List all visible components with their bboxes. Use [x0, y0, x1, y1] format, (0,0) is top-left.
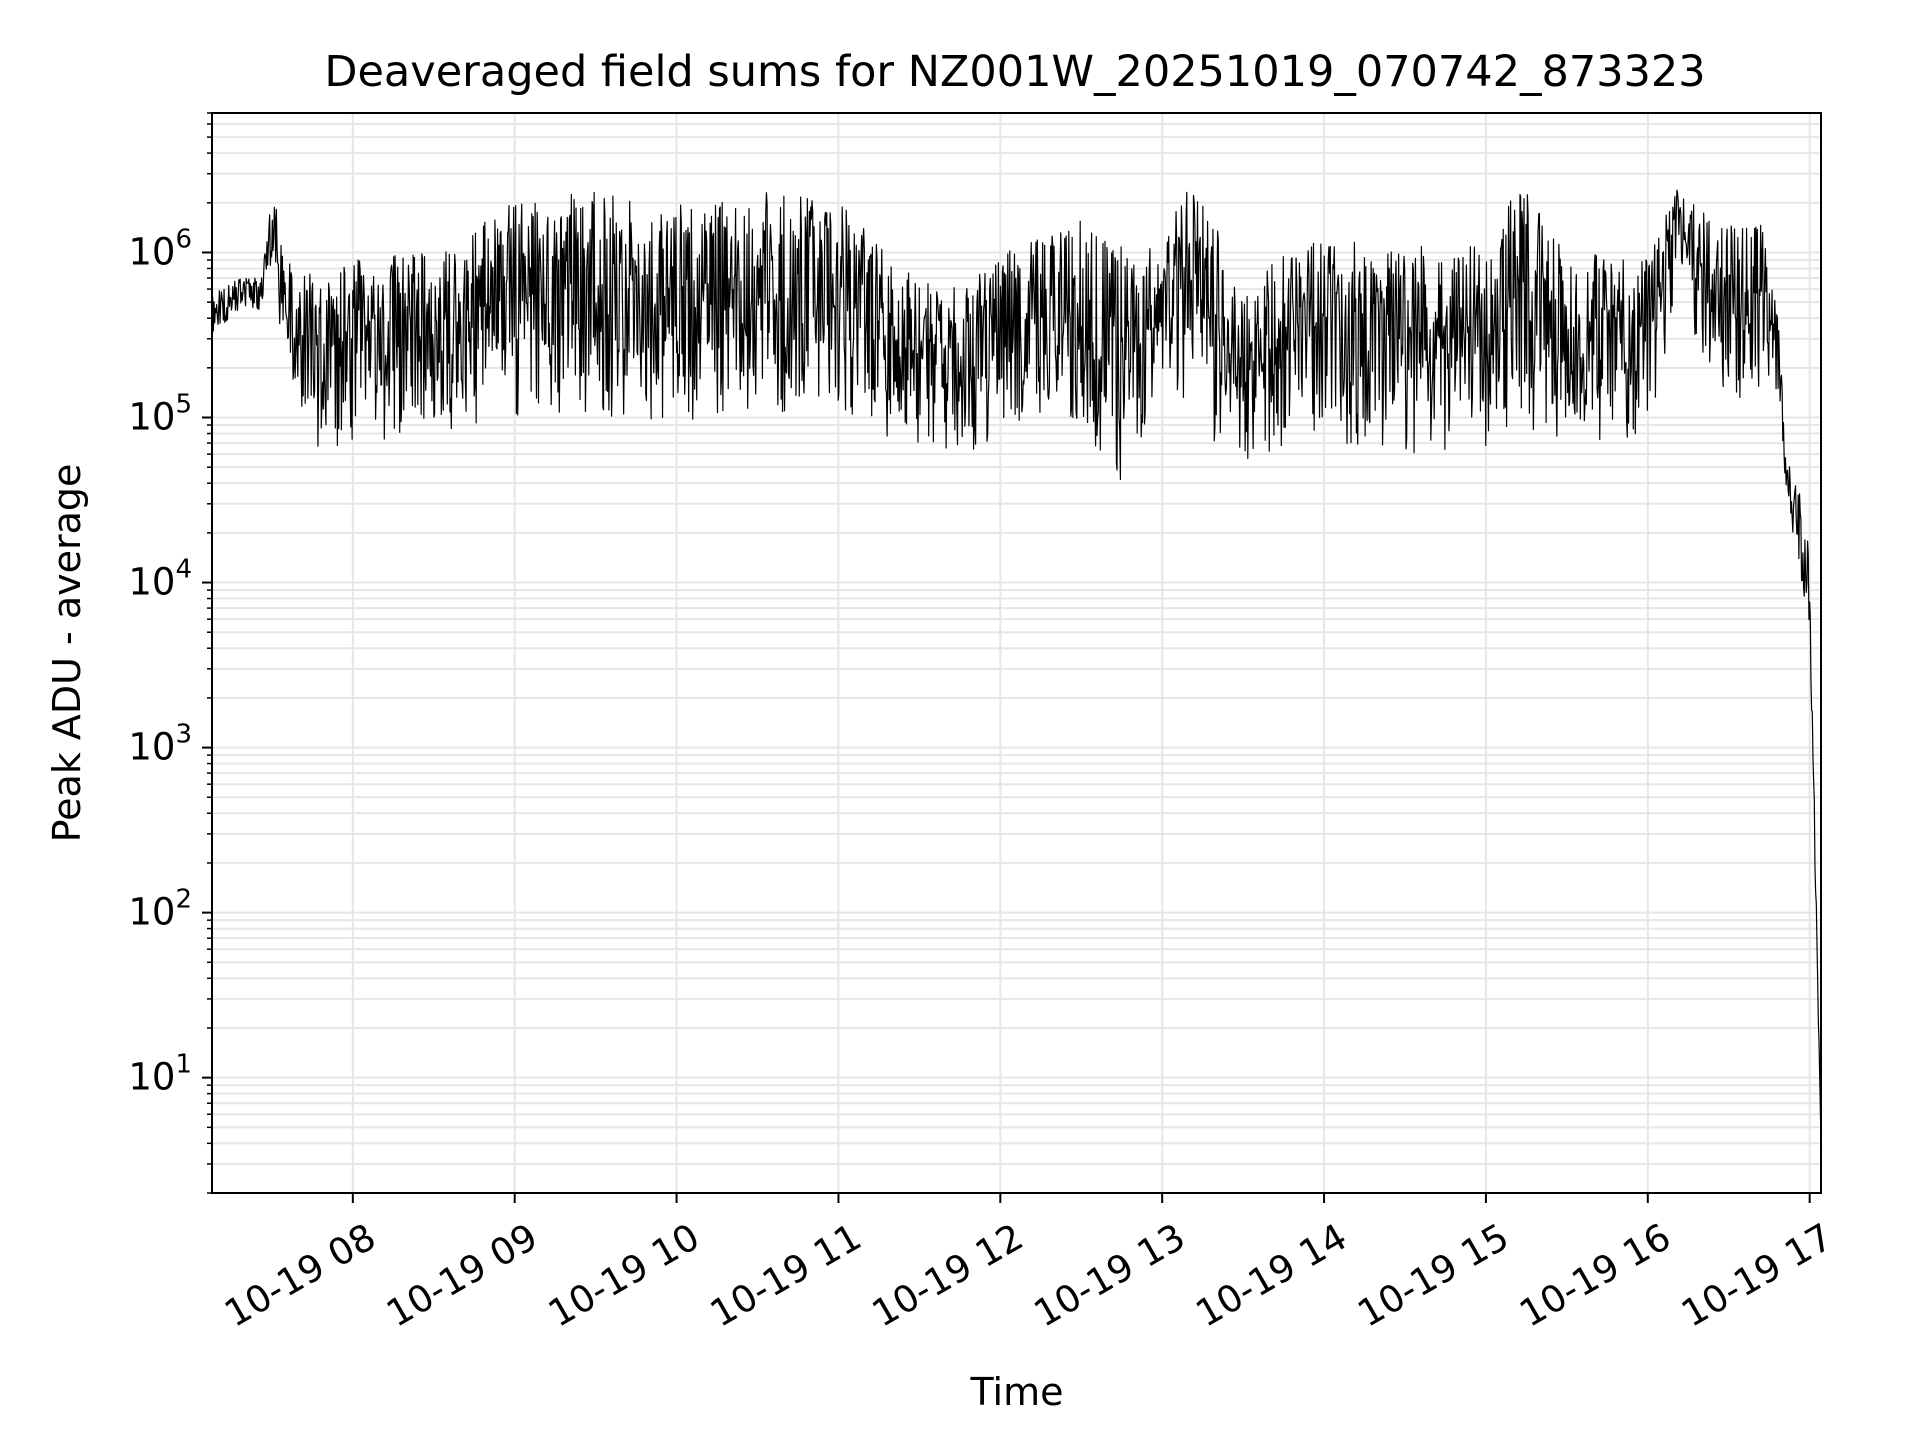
plot-area: [211, 189, 1822, 1144]
y-axis: 101 102 103 104 105 106: [128, 112, 212, 1194]
plot-frame: [211, 112, 1822, 1194]
y-tick-label: 103: [128, 720, 192, 769]
y-tick-label: 106: [128, 224, 192, 273]
chart-title: Deaveraged field sums for NZ001W_2025101…: [324, 47, 1705, 97]
y-tick-label: 102: [128, 885, 192, 934]
series-line: [211, 189, 1822, 1144]
y-tick-label: 105: [128, 390, 192, 439]
y-tick-label: 101: [128, 1050, 192, 1099]
x-axis-label: Time: [970, 1370, 1064, 1414]
y-axis-label: Peak ADU - average: [45, 464, 89, 843]
y-tick-label: 104: [128, 555, 192, 604]
